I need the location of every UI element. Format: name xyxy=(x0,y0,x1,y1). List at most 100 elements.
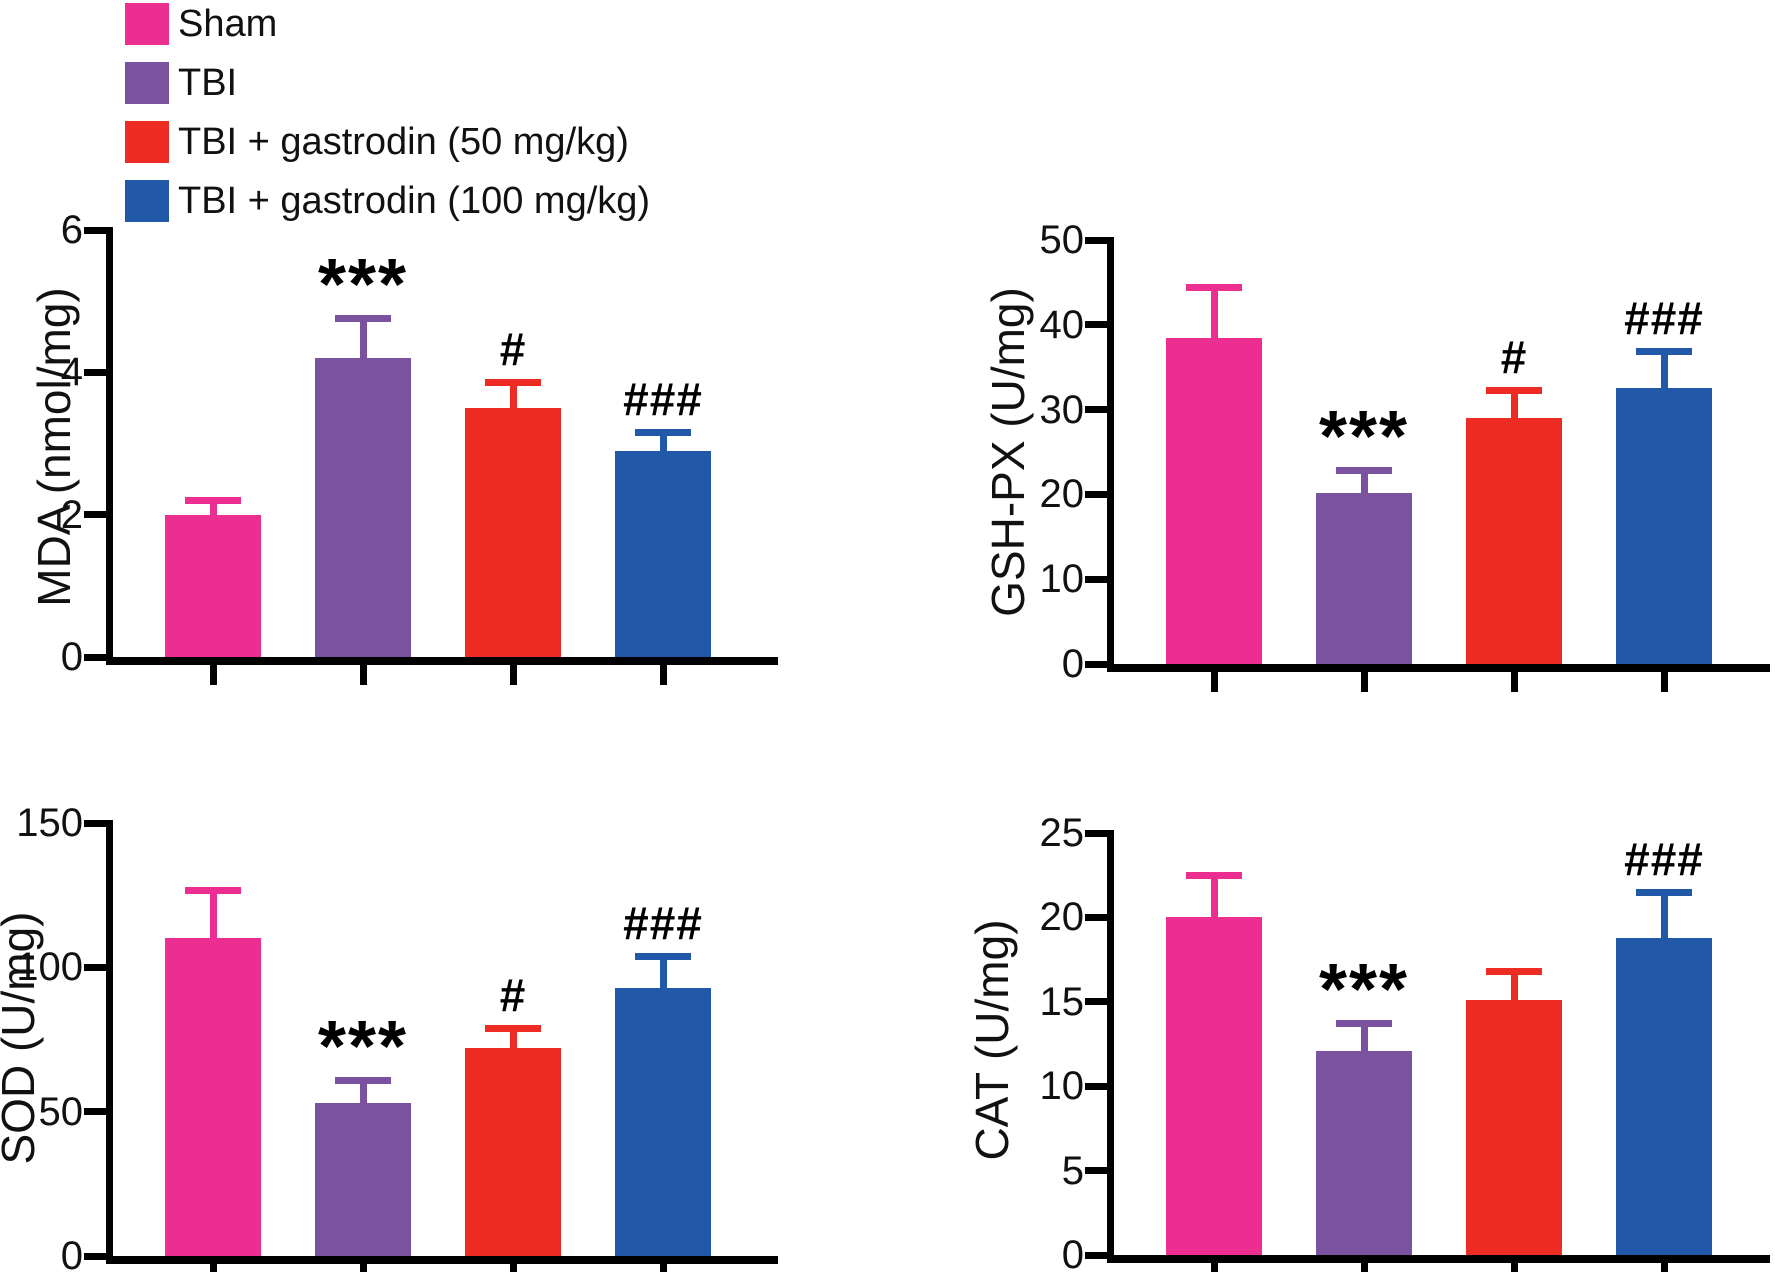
y-tick-label: 20 xyxy=(1039,472,1085,517)
y-axis-tick xyxy=(1085,998,1107,1006)
error-bar-stem xyxy=(659,952,667,988)
y-tick-label: 40 xyxy=(1039,302,1085,347)
y-tick-label: 100 xyxy=(16,945,83,990)
bar-sham xyxy=(1166,917,1262,1255)
y-axis-title: CAT (U/mg) xyxy=(966,919,1018,1161)
y-axis-line xyxy=(106,227,113,665)
y-axis-tick xyxy=(84,819,106,827)
error-bar-stem xyxy=(1660,347,1668,389)
y-tick-label: 30 xyxy=(1039,387,1085,432)
y-axis-tick xyxy=(1085,1082,1107,1090)
y-axis-title: MDA (nmol/mg) xyxy=(28,287,80,607)
y-tick-label: 20 xyxy=(1039,895,1085,940)
significance-asterisks: *** xyxy=(1318,397,1410,478)
x-axis-tick xyxy=(209,665,217,685)
error-bar-cap xyxy=(185,496,241,504)
y-axis-title: GSH-PX (U/mg) xyxy=(982,287,1034,617)
y-axis-line xyxy=(1107,237,1114,672)
y-tick-label: 15 xyxy=(1039,979,1085,1024)
significance-asterisks: *** xyxy=(1318,950,1410,1031)
x-axis-tick xyxy=(359,1264,367,1272)
error-bar-stem xyxy=(359,1077,367,1103)
legend-swatch-1 xyxy=(125,3,169,45)
x-axis-tick xyxy=(1510,672,1518,692)
error-bar-cap xyxy=(1636,888,1692,896)
y-tick-label: 0 xyxy=(1061,1233,1084,1272)
bar-tbi-gastrodin-50-mg-kg- xyxy=(465,1048,561,1256)
y-tick-label: 25 xyxy=(1039,811,1085,855)
legend-swatch-3 xyxy=(125,121,169,163)
error-bar-stem xyxy=(359,315,367,359)
x-axis-tick xyxy=(1660,1263,1668,1272)
y-axis-tick xyxy=(1085,1251,1107,1259)
significance-hash: ### xyxy=(1624,832,1704,885)
y-axis-tick xyxy=(84,653,106,661)
x-axis-line xyxy=(1107,664,1770,672)
x-axis-tick xyxy=(1510,1263,1518,1272)
error-bar-stem xyxy=(509,1025,517,1049)
error-bar-cap xyxy=(635,429,691,437)
y-axis-tick xyxy=(84,1252,106,1260)
y-axis-title: SOD (U/mg) xyxy=(0,911,44,1165)
x-axis-line xyxy=(106,657,778,665)
y-axis-line xyxy=(106,820,113,1264)
y-tick-label: 0 xyxy=(60,635,83,679)
error-bar-stem xyxy=(1360,467,1368,493)
y-axis-tick xyxy=(1085,660,1107,668)
significance-asterisks: *** xyxy=(317,245,409,326)
x-axis-tick xyxy=(1210,672,1218,692)
error-bar-cap xyxy=(185,886,241,894)
bar-tbi xyxy=(315,1103,411,1256)
y-tick-label: 6 xyxy=(60,208,83,252)
error-bar-stem xyxy=(1210,284,1218,338)
bar-sham xyxy=(165,514,261,657)
y-tick-label: 10 xyxy=(1039,1064,1085,1109)
y-tick-label: 50 xyxy=(38,1089,84,1134)
error-bar-stem xyxy=(509,379,517,408)
error-bar-stem xyxy=(659,429,667,451)
x-axis-tick xyxy=(509,665,517,685)
x-axis-tick xyxy=(659,665,667,685)
y-axis-tick xyxy=(84,1108,106,1116)
y-tick-label: 0 xyxy=(1061,642,1084,686)
y-axis-tick xyxy=(1085,236,1107,244)
significance-hash: ### xyxy=(623,373,703,426)
bar-tbi-gastrodin-100-mg-kg- xyxy=(1616,937,1712,1255)
x-axis-line xyxy=(106,1256,778,1264)
y-axis-tick xyxy=(84,511,106,519)
y-axis-line xyxy=(1107,830,1114,1263)
y-axis-tick xyxy=(1085,575,1107,583)
error-bar-cap xyxy=(485,379,541,387)
legend-label-1: Sham xyxy=(178,3,278,45)
x-axis-tick xyxy=(209,1264,217,1272)
significance-hash: # xyxy=(499,323,527,376)
significance-hash: ### xyxy=(623,896,703,949)
significance-hash: # xyxy=(1500,330,1528,383)
error-bar-cap xyxy=(1336,467,1392,475)
error-bar-cap xyxy=(1186,871,1242,879)
y-tick-label: 4 xyxy=(60,350,83,395)
error-bar-cap xyxy=(485,1025,541,1033)
bar-tbi xyxy=(1316,492,1412,664)
legend-swatch-2 xyxy=(125,62,169,104)
legend-label-3: TBI + gastrodin (50 mg/kg) xyxy=(178,121,629,163)
legend-label-4: TBI + gastrodin (100 mg/kg) xyxy=(178,180,651,222)
error-bar-cap xyxy=(335,315,391,323)
y-tick-label: 10 xyxy=(1039,557,1085,602)
bar-tbi-gastrodin-100-mg-kg- xyxy=(615,987,711,1256)
error-bar-stem xyxy=(1510,386,1518,419)
y-axis-tick xyxy=(1085,490,1107,498)
x-axis-tick xyxy=(1210,1263,1218,1272)
error-bar-cap xyxy=(1486,386,1542,394)
bar-sham xyxy=(165,938,261,1256)
error-bar-cap xyxy=(1486,968,1542,976)
error-bar-cap xyxy=(635,952,691,960)
significance-hash: ### xyxy=(1624,291,1704,344)
y-tick-label: 150 xyxy=(16,801,83,845)
bar-tbi xyxy=(1316,1050,1412,1255)
y-axis-tick xyxy=(1085,829,1107,837)
y-axis-tick xyxy=(1085,321,1107,329)
error-bar-stem xyxy=(1210,871,1218,918)
error-bar-cap xyxy=(1636,347,1692,355)
